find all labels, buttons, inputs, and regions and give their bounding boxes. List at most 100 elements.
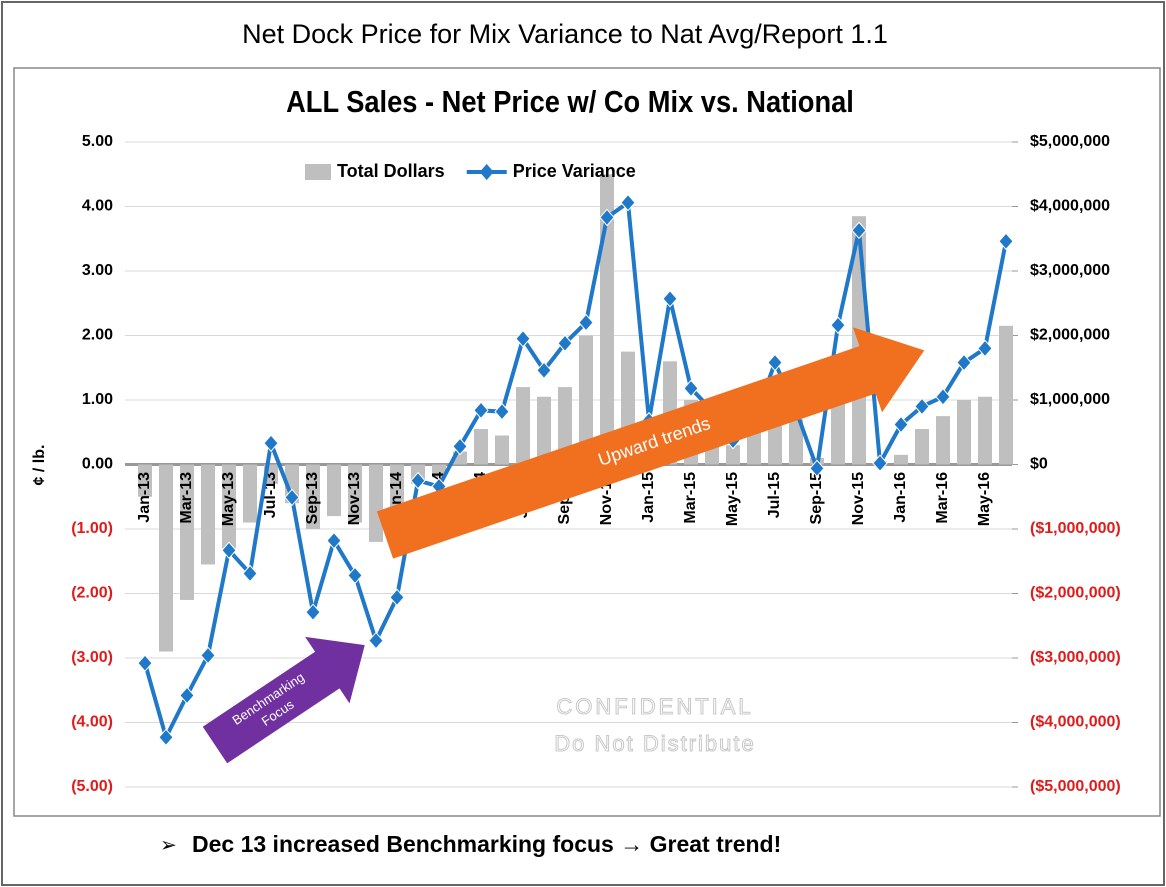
marker [263, 434, 279, 452]
marker [683, 379, 699, 398]
bar [894, 454, 908, 465]
marker [620, 193, 636, 212]
marker [137, 654, 153, 672]
x-tick-label: May-13 [220, 472, 237, 526]
marker [536, 361, 552, 380]
marker [662, 289, 678, 308]
bar [495, 435, 509, 465]
x-tick-label: Nov-15 [850, 472, 867, 525]
x-tick-label: Sep-13 [304, 472, 321, 525]
bar [201, 464, 215, 565]
y-tick-label: (1.00) [71, 520, 113, 537]
bar [348, 464, 362, 523]
y2-tick-label: $5,000,000 [1030, 133, 1110, 150]
bar [957, 400, 971, 465]
x-tick-label: Jan-15 [640, 472, 657, 523]
marker [851, 221, 867, 240]
chart-frame [13, 67, 1161, 817]
y2-tick-label: $2,000,000 [1030, 327, 1110, 344]
chart-title: ALL Sales - Net Price w/ Co Mix vs. Nati… [286, 86, 854, 120]
marker [998, 232, 1014, 251]
marker [578, 313, 594, 332]
marker [809, 459, 825, 478]
y2-tick-label: ($5,000,000) [1030, 778, 1121, 795]
legend-swatch [479, 164, 494, 180]
bar [768, 419, 782, 465]
y2-tick-label: $3,000,000 [1030, 262, 1110, 279]
y2-tick-label: $1,000,000 [1030, 391, 1110, 408]
y-tick-label: 3.00 [82, 262, 113, 279]
bar [432, 464, 446, 478]
bar [789, 419, 803, 465]
y-tick-label: 0.00 [82, 456, 113, 473]
x-tick-label: Mar-16 [934, 472, 951, 524]
x-tick-label: Nov-13 [346, 472, 363, 525]
marker [599, 208, 615, 227]
marker [893, 415, 909, 434]
watermark: CONFIDENTIAL [556, 694, 753, 719]
page-title: Net Dock Price for Mix Variance to Nat A… [242, 19, 888, 49]
bar [390, 464, 404, 517]
y-tick-label: 2.00 [82, 327, 113, 344]
x-tick-label: Mar-15 [682, 472, 699, 524]
y2-tick-label: $0 [1030, 456, 1048, 473]
x-tick-label: May-15 [724, 472, 741, 526]
bar [159, 464, 173, 652]
legend-label: Total Dollars [337, 161, 445, 181]
y2-tick-label: ($4,000,000) [1030, 714, 1121, 731]
legend-swatch [305, 164, 331, 180]
x-tick-label: Jan-16 [892, 472, 909, 523]
bar [936, 416, 950, 465]
bar [138, 464, 152, 497]
x-tick-label: Jan-13 [136, 472, 153, 523]
y2-tick-label: ($3,000,000) [1030, 649, 1121, 666]
bar [474, 429, 488, 465]
y2-tick-label: ($2,000,000) [1030, 585, 1121, 602]
marker [830, 316, 846, 334]
bar [600, 174, 614, 465]
bar [978, 396, 992, 465]
marker [872, 454, 888, 472]
marker [200, 646, 216, 665]
marker [368, 631, 384, 650]
marker [179, 686, 195, 705]
y-tick-label: (3.00) [71, 649, 113, 666]
y2-tick-label: ($1,000,000) [1030, 520, 1121, 537]
marker [242, 564, 258, 583]
bar [558, 387, 572, 465]
bar [537, 396, 551, 465]
marker [494, 402, 510, 421]
bar [243, 464, 257, 523]
legend-label: Price Variance [513, 161, 636, 181]
y-tick-label: 1.00 [82, 391, 113, 408]
marker [977, 339, 993, 358]
y-tick-label: 5.00 [82, 133, 113, 150]
bar [831, 400, 845, 465]
y2-tick-label: $4,000,000 [1030, 198, 1110, 215]
marker [956, 353, 972, 372]
bar [306, 464, 320, 529]
bullet: ➢ [160, 834, 177, 856]
bar [327, 464, 341, 517]
footer: Dec 13 increased Benchmarking focus → Gr… [192, 831, 781, 857]
marker [389, 588, 405, 607]
x-tick-label: Mar-13 [178, 472, 195, 524]
y-axis-label: ¢ / lb. [31, 445, 48, 486]
x-tick-label: Sep-15 [808, 472, 825, 525]
marker [305, 603, 321, 621]
marker [158, 728, 174, 747]
bar [180, 464, 194, 600]
bar [999, 325, 1013, 465]
marker [935, 388, 951, 406]
bar [516, 387, 530, 465]
marker [347, 566, 363, 585]
plot: (5.00) (4.00) (3.00) (2.00) (1.00) 0.00 1.00 2.… [71, 133, 1121, 795]
y-tick-label: (4.00) [71, 714, 113, 731]
marker [767, 353, 783, 372]
bar [915, 429, 929, 465]
marker [557, 334, 573, 352]
marker [452, 437, 468, 456]
marker [326, 531, 342, 550]
bar [579, 335, 593, 465]
